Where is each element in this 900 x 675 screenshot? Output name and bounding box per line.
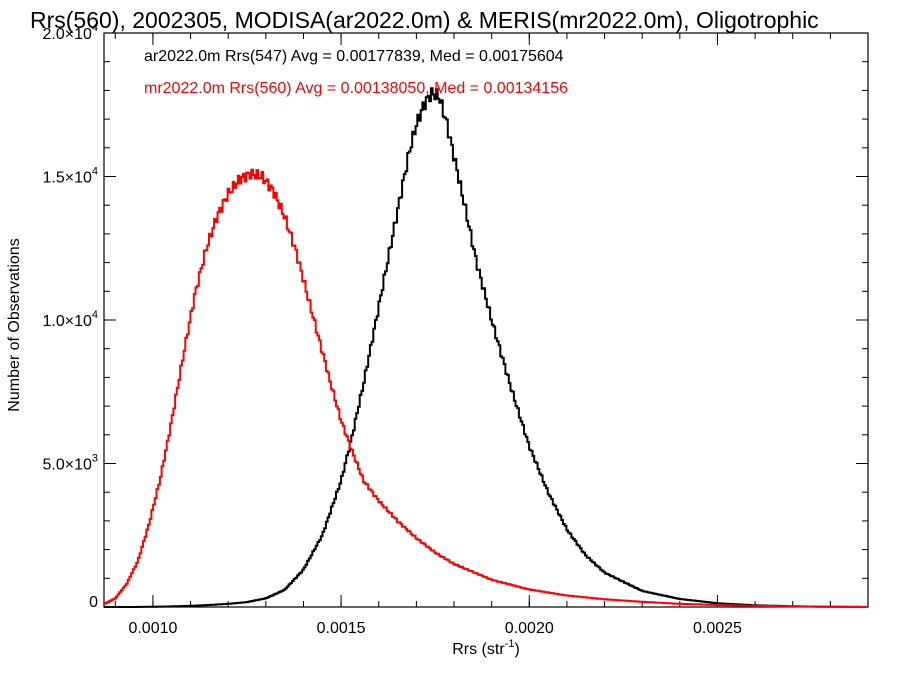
x-axis-label: Rrs (str-1) [452, 638, 520, 658]
legend-entry-black: ar2022.0m Rrs(547) Avg = 0.00177839, Med… [144, 48, 564, 65]
y-tick-mantissa: 0 [89, 594, 98, 611]
x-tick-label: 0.0010 [128, 620, 177, 637]
x-axis-label-sup: -1 [505, 638, 515, 650]
x-axis-label-base: Rrs (str [452, 641, 505, 658]
y-tick-exponent: 4 [92, 22, 98, 34]
chart-title: Rrs(560), 2002305, MODISA(ar2022.0m) & M… [30, 7, 819, 33]
y-axis-label: Number of Observations [6, 238, 23, 411]
plot-border [103, 32, 869, 608]
x-axis-ticks: 0.0010 0.0015 0.0020 0.0025 [114, 33, 869, 637]
plot-frame [103, 32, 869, 608]
y-tick-exponent: 4 [92, 166, 98, 178]
x-tick-label: 0.0020 [505, 620, 554, 637]
y-tick-exponent: 3 [92, 453, 98, 465]
histogram-series-red [104, 168, 868, 608]
legend-entry-red: mr2022.0m Rrs(560) Avg = 0.00138050, Med… [144, 80, 568, 97]
y-tick-mantissa: 1.5×10 [42, 170, 91, 187]
y-tick-mantissa: 1.0×10 [42, 313, 91, 330]
y-tick-exponent: 4 [92, 309, 98, 321]
x-tick-label: 0.0025 [693, 620, 742, 637]
series-layer [104, 87, 868, 608]
y-tick-label: 1.5×104 [42, 166, 98, 187]
x-axis-label-end: ) [514, 641, 519, 658]
y-tick-mantissa: 5.0×10 [42, 457, 91, 474]
histogram-series-black [104, 87, 868, 608]
y-tick-label: 1.0×104 [42, 309, 98, 330]
y-tick-label: 5.0×103 [42, 453, 98, 474]
y-tick-label: 0 [89, 594, 98, 611]
x-tick-label: 0.0015 [317, 620, 366, 637]
y-tick-mantissa: 2.0×10 [42, 26, 91, 43]
y-tick-label: 2.0×104 [42, 22, 98, 43]
